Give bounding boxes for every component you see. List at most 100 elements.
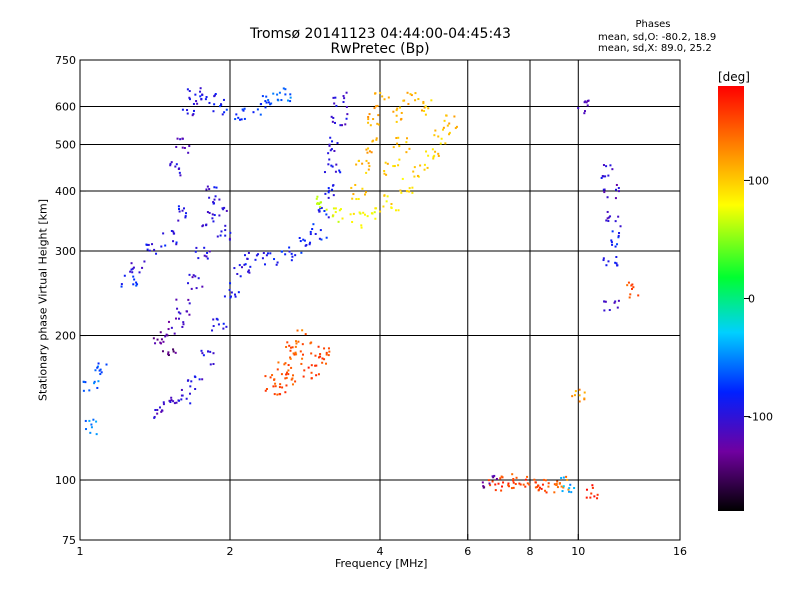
data-point — [177, 311, 180, 314]
data-point-cluster — [162, 229, 178, 247]
data-point-cluster — [481, 474, 498, 489]
data-point — [371, 212, 374, 215]
data-point — [611, 230, 614, 233]
data-point — [234, 293, 237, 296]
data-point — [395, 109, 398, 112]
y-tick-label: 500 — [55, 139, 76, 152]
data-point — [89, 431, 92, 434]
data-point — [243, 117, 246, 120]
data-point-cluster — [145, 243, 163, 255]
data-point-cluster — [272, 384, 288, 396]
data-point — [570, 491, 573, 494]
data-point — [578, 388, 581, 391]
data-point — [195, 287, 198, 290]
data-point — [289, 349, 292, 352]
data-point — [218, 214, 221, 217]
data-point — [275, 263, 278, 266]
data-point — [487, 479, 490, 482]
data-point — [269, 252, 272, 255]
data-point — [173, 232, 176, 235]
data-point — [93, 382, 96, 385]
data-point — [328, 158, 331, 161]
data-point — [99, 373, 102, 376]
data-point — [92, 418, 95, 421]
data-point — [412, 170, 415, 173]
data-point — [216, 235, 219, 238]
data-point — [291, 377, 294, 380]
data-point — [284, 88, 287, 91]
data-point — [606, 196, 609, 199]
data-point-cluster — [211, 317, 228, 332]
data-point — [317, 356, 320, 359]
data-point — [419, 164, 422, 167]
data-point — [617, 187, 620, 190]
data-point — [512, 481, 515, 484]
data-point — [217, 323, 220, 326]
data-point — [386, 195, 389, 198]
data-point — [186, 112, 189, 115]
data-point — [614, 300, 617, 303]
data-point — [358, 159, 361, 162]
data-point — [175, 243, 178, 246]
data-point — [214, 93, 217, 96]
data-point — [186, 109, 189, 112]
data-point — [204, 98, 207, 101]
data-point — [360, 224, 363, 227]
data-point — [220, 230, 223, 233]
data-point — [194, 275, 197, 278]
data-point — [289, 357, 292, 360]
data-point — [175, 298, 178, 301]
data-point — [219, 105, 222, 108]
data-point — [352, 212, 355, 215]
data-point — [331, 215, 334, 218]
data-point — [129, 270, 132, 273]
data-point — [309, 230, 312, 233]
data-point — [161, 409, 164, 412]
data-point — [334, 96, 337, 99]
data-point — [169, 164, 172, 167]
data-point — [174, 351, 177, 354]
data-point — [375, 138, 378, 141]
data-point — [82, 380, 85, 383]
data-point — [220, 103, 223, 106]
data-point — [368, 165, 371, 168]
data-point — [367, 115, 370, 118]
data-point — [315, 197, 318, 200]
data-point — [446, 124, 449, 127]
data-point — [364, 191, 367, 194]
data-point — [317, 345, 320, 348]
data-point — [213, 94, 216, 97]
data-point — [629, 293, 632, 296]
data-point — [120, 283, 123, 286]
data-point — [93, 380, 96, 383]
data-point — [266, 252, 269, 255]
data-point — [199, 90, 202, 93]
data-point — [281, 386, 284, 389]
data-point — [568, 487, 571, 490]
data-point — [265, 101, 268, 104]
data-point — [501, 485, 504, 488]
data-point — [264, 375, 267, 378]
data-point-cluster — [201, 211, 216, 228]
data-point — [260, 102, 263, 105]
data-point-cluster — [216, 224, 232, 241]
data-point — [536, 485, 539, 488]
data-point — [301, 343, 304, 346]
data-point — [567, 488, 570, 491]
data-point — [526, 475, 529, 478]
colorbar — [718, 86, 744, 511]
data-point — [246, 257, 249, 260]
data-point — [374, 207, 377, 210]
data-point — [311, 228, 314, 231]
data-point — [339, 124, 342, 127]
data-point-cluster — [323, 158, 342, 174]
data-point — [269, 376, 272, 379]
data-point-cluster — [355, 159, 371, 174]
data-point — [96, 386, 99, 389]
data-point-cluster — [602, 183, 620, 200]
data-point — [218, 198, 221, 201]
data-point — [603, 309, 606, 312]
data-point — [333, 149, 336, 152]
data-point-cluster — [129, 260, 146, 274]
